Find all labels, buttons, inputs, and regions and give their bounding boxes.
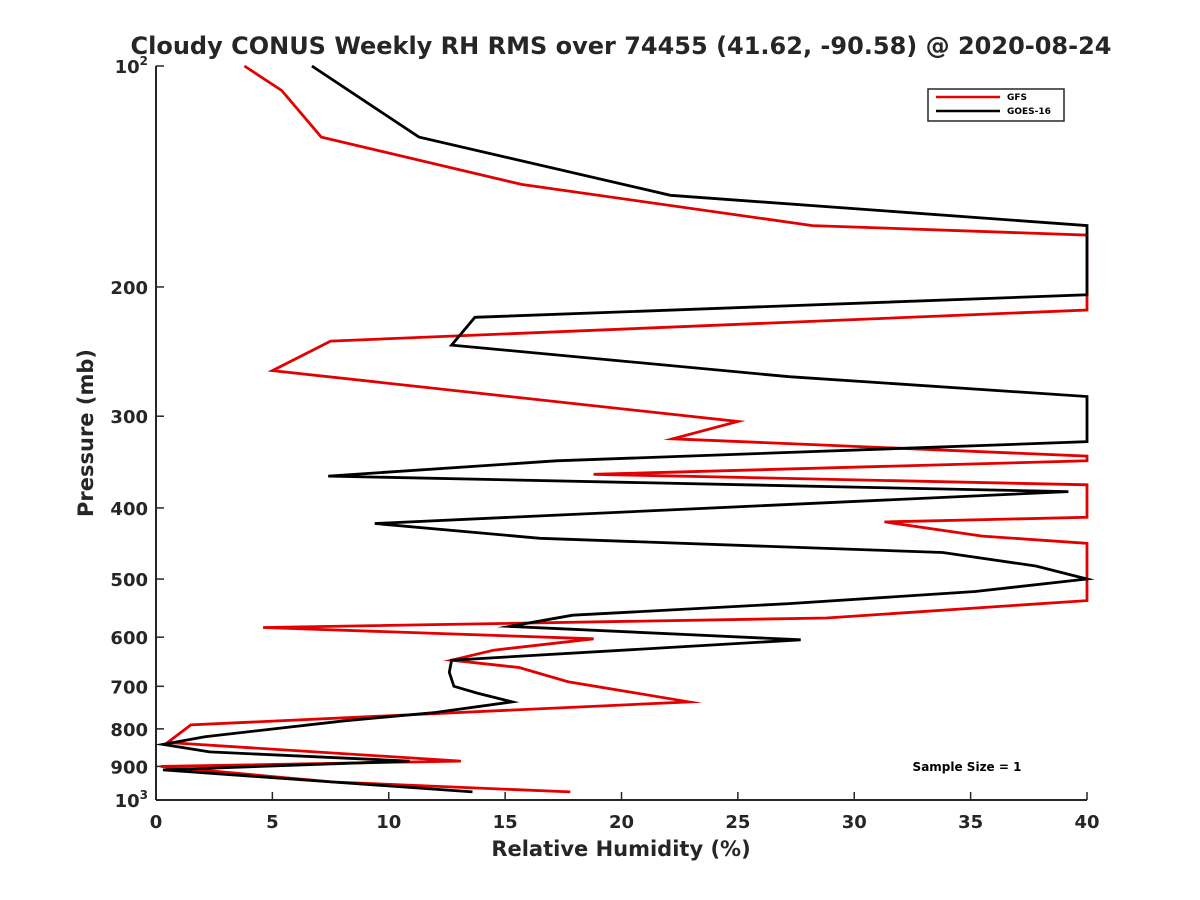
x-tick-label: 15 bbox=[493, 812, 518, 833]
y-tick-label: 200 bbox=[110, 278, 148, 299]
y-tick-label: 800 bbox=[110, 720, 148, 741]
x-tick-label: 5 bbox=[266, 812, 279, 833]
legend: GFS GOES-16 bbox=[928, 89, 1064, 121]
y-tick-label: 700 bbox=[110, 677, 148, 698]
x-tick-label: 35 bbox=[958, 812, 983, 833]
x-tick-label: 10 bbox=[376, 812, 401, 833]
y-tick-label: 900 bbox=[110, 757, 148, 778]
rh-rms-chart: 0 5 10 15 20 25 30 35 40 10220030040050060070080… bbox=[0, 0, 1200, 900]
sample-size-annotation: Sample Size = 1 bbox=[913, 760, 1022, 774]
y-tick-label: 500 bbox=[110, 570, 148, 591]
x-tick-label: 30 bbox=[842, 812, 867, 833]
y-tick-label: 400 bbox=[110, 499, 148, 520]
x-tick-label: 25 bbox=[725, 812, 750, 833]
y-tick-label: 300 bbox=[110, 407, 148, 428]
x-tick-label: 20 bbox=[609, 812, 634, 833]
legend-label-goes16: GOES-16 bbox=[1007, 107, 1051, 117]
x-axis-label: Relative Humidity (%) bbox=[491, 837, 750, 861]
y-axis-label: Pressure (mb) bbox=[74, 349, 98, 517]
chart-title: Cloudy CONUS Weekly RH RMS over 74455 (4… bbox=[131, 32, 1112, 60]
x-tick-label: 40 bbox=[1074, 812, 1099, 833]
legend-label-gfs: GFS bbox=[1007, 93, 1027, 103]
y-tick-label: 600 bbox=[110, 628, 148, 649]
x-tick-label: 0 bbox=[150, 812, 163, 833]
